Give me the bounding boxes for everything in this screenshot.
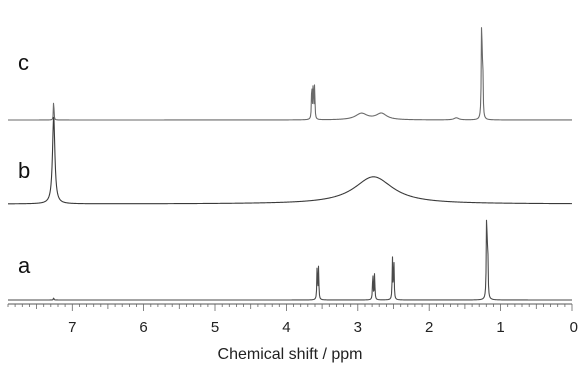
spectrum-a (7, 219, 573, 301)
panel-label-b: b (18, 158, 30, 183)
x-tick-label: 1 (496, 319, 504, 336)
spectrum-c (7, 27, 573, 121)
x-tick-label: 2 (425, 319, 433, 336)
spectra-traces (7, 27, 573, 301)
x-tick-label: 7 (68, 319, 76, 336)
x-tick-label: 4 (282, 319, 290, 336)
x-axis-title: Chemical shift / ppm (218, 346, 363, 363)
x-axis: 7 6 5 4 3 2 1 0 (7, 303, 578, 336)
x-tick-label: 3 (354, 319, 362, 336)
spectrum-b (7, 116, 573, 205)
panel-labels: c b a (18, 50, 31, 278)
panel-label-a: a (18, 253, 31, 278)
x-tick-label: 6 (139, 319, 147, 336)
x-tick-label: 5 (211, 319, 219, 336)
x-tick-label: 0 (570, 319, 578, 336)
panel-label-c: c (18, 50, 29, 75)
